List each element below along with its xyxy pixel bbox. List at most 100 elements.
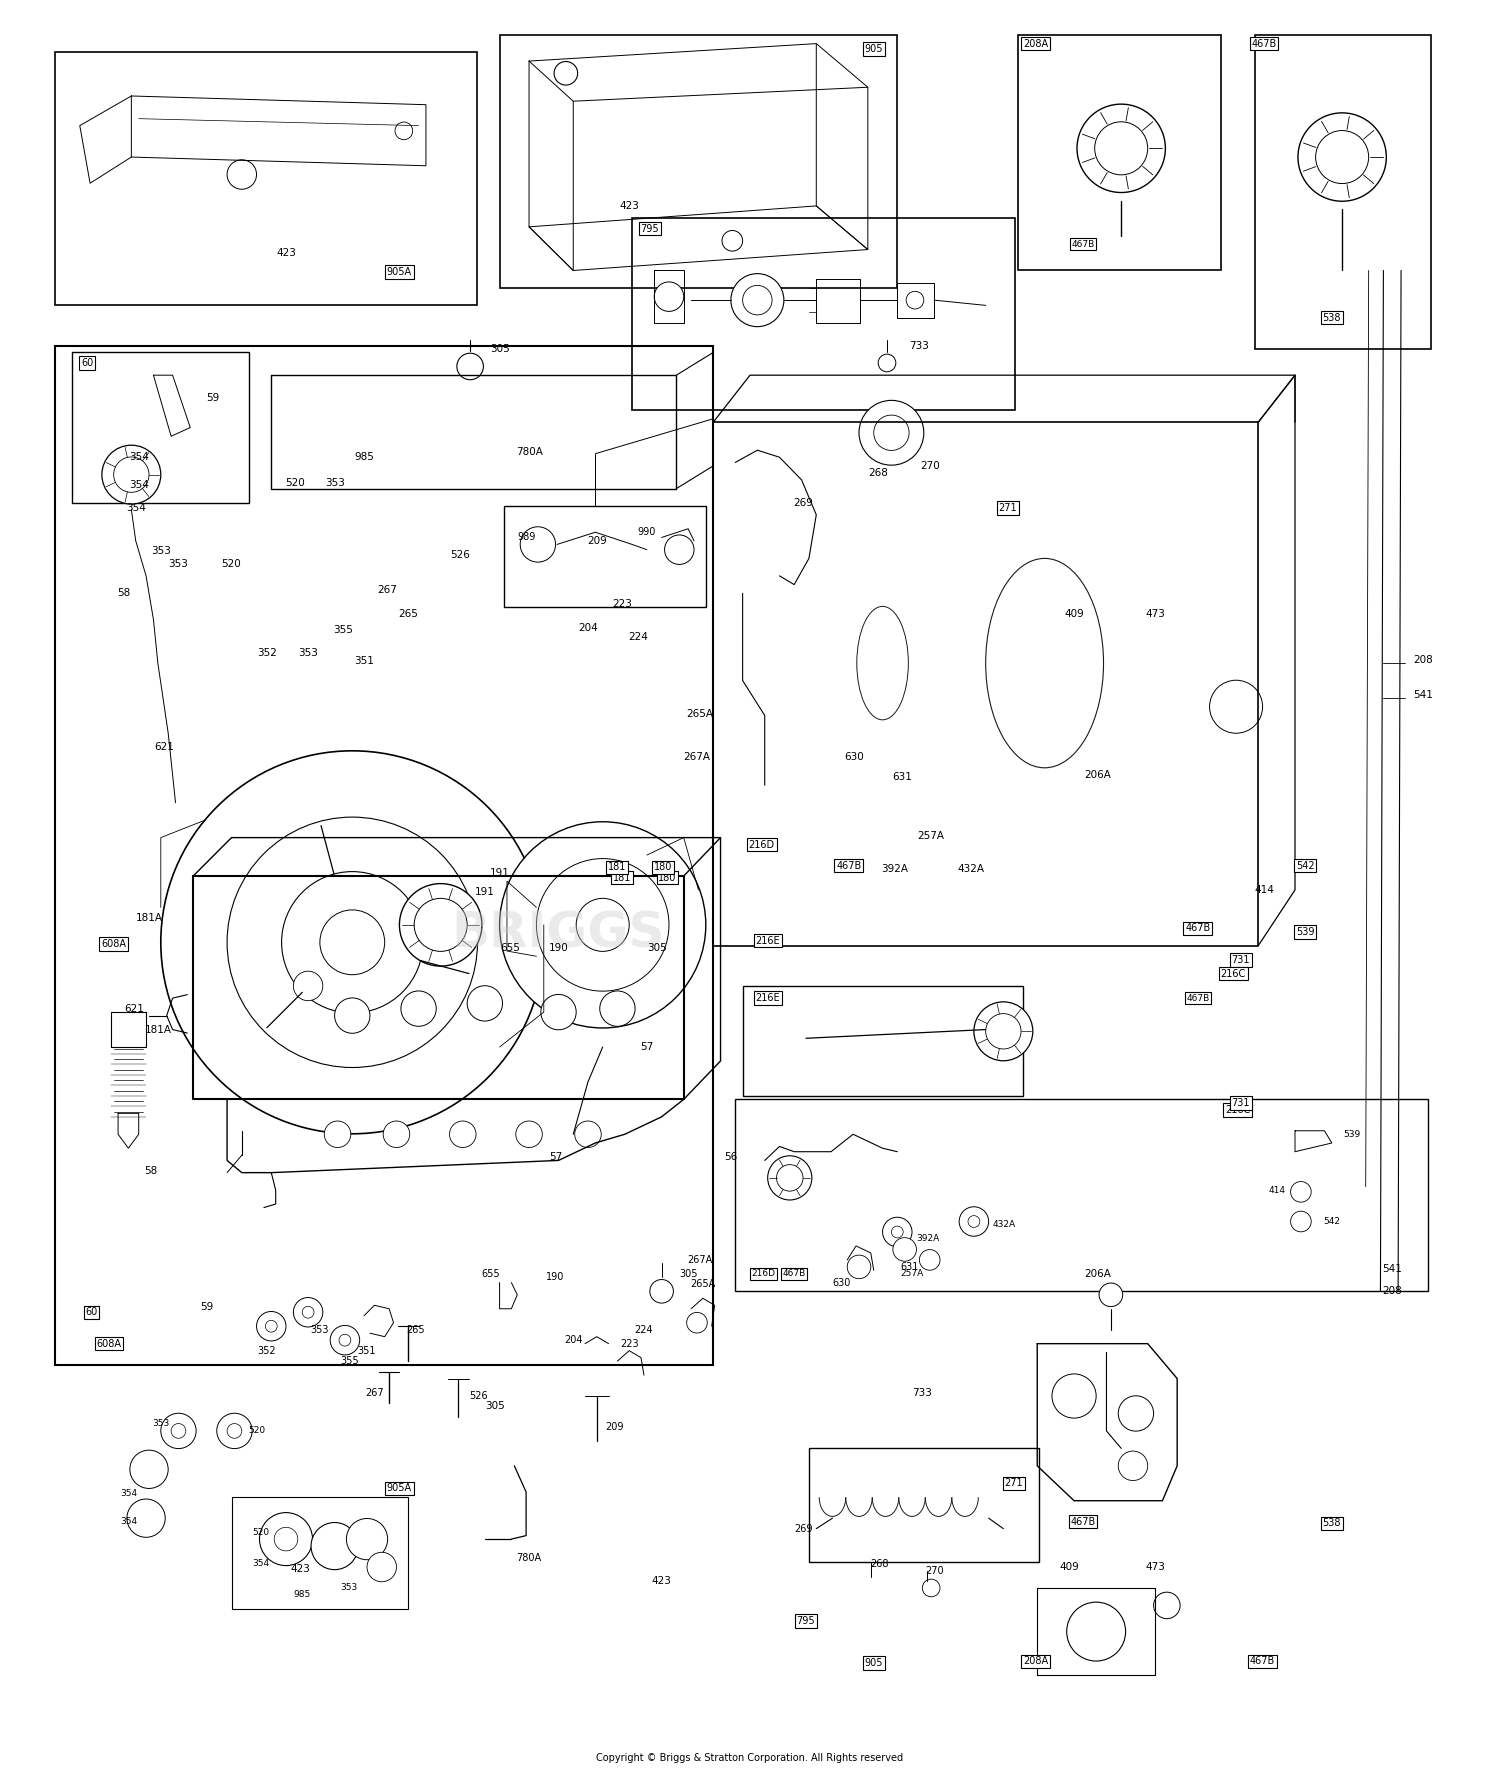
Circle shape xyxy=(986,1013,1022,1048)
Text: 423: 423 xyxy=(276,249,296,258)
Circle shape xyxy=(1154,1592,1180,1619)
Text: 58: 58 xyxy=(144,1166,158,1176)
Circle shape xyxy=(650,1279,674,1303)
Text: 305: 305 xyxy=(486,1402,506,1411)
Circle shape xyxy=(102,446,160,505)
Circle shape xyxy=(520,526,555,562)
Circle shape xyxy=(516,1121,543,1148)
Circle shape xyxy=(576,899,628,951)
Bar xyxy=(72,352,249,503)
Text: 990: 990 xyxy=(638,528,656,537)
Bar xyxy=(1256,36,1431,348)
Text: 354: 354 xyxy=(129,451,149,462)
Bar xyxy=(54,345,712,1365)
Text: 733: 733 xyxy=(909,341,930,350)
Circle shape xyxy=(1077,105,1166,192)
Text: 467B: 467B xyxy=(783,1269,806,1278)
Text: 265A: 265A xyxy=(687,709,714,718)
Circle shape xyxy=(974,1002,1034,1061)
Bar xyxy=(808,1448,1038,1562)
Bar xyxy=(735,1100,1428,1292)
Text: 257A: 257A xyxy=(900,1269,924,1278)
Ellipse shape xyxy=(856,606,909,720)
Circle shape xyxy=(892,1237,916,1262)
Text: 204: 204 xyxy=(564,1335,582,1345)
Text: 795: 795 xyxy=(640,224,658,233)
Text: 353: 353 xyxy=(340,1583,358,1592)
Text: 905: 905 xyxy=(864,44,883,53)
Circle shape xyxy=(922,1580,940,1598)
Circle shape xyxy=(873,416,909,450)
Circle shape xyxy=(777,1164,802,1191)
Circle shape xyxy=(130,1450,168,1489)
Text: 905A: 905A xyxy=(387,267,412,277)
Text: 60: 60 xyxy=(81,357,93,368)
Text: 181A: 181A xyxy=(135,913,162,922)
Text: 354: 354 xyxy=(129,480,149,490)
Text: 985: 985 xyxy=(294,1590,310,1599)
Circle shape xyxy=(226,817,477,1068)
Text: 539: 539 xyxy=(1296,928,1314,936)
Text: 795: 795 xyxy=(796,1615,816,1626)
Ellipse shape xyxy=(986,558,1104,768)
Circle shape xyxy=(339,1335,351,1345)
Text: 209: 209 xyxy=(604,1422,624,1432)
Text: 780A: 780A xyxy=(516,1553,542,1564)
Text: 414: 414 xyxy=(1254,885,1274,896)
Text: 432A: 432A xyxy=(957,864,984,874)
Circle shape xyxy=(294,972,322,1000)
Text: 467B: 467B xyxy=(1071,1516,1095,1526)
Text: 216C: 216C xyxy=(1226,1105,1250,1114)
Text: 223: 223 xyxy=(620,1338,639,1349)
Circle shape xyxy=(266,1320,278,1333)
Text: Copyright © Briggs & Stratton Corporation. All Rights reserved: Copyright © Briggs & Stratton Corporatio… xyxy=(597,1752,903,1763)
Circle shape xyxy=(399,883,482,967)
Circle shape xyxy=(554,62,578,85)
Text: 352: 352 xyxy=(258,1345,276,1356)
Text: 409: 409 xyxy=(1060,1562,1080,1573)
Text: 414: 414 xyxy=(1269,1185,1286,1194)
Circle shape xyxy=(1052,1374,1096,1418)
Circle shape xyxy=(500,821,706,1027)
Text: 56: 56 xyxy=(724,1151,738,1162)
Text: 733: 733 xyxy=(912,1388,933,1397)
Circle shape xyxy=(730,274,784,327)
Circle shape xyxy=(466,986,502,1022)
Circle shape xyxy=(330,1326,360,1354)
Text: 208: 208 xyxy=(1383,1287,1402,1295)
Bar xyxy=(1019,36,1221,270)
Circle shape xyxy=(1118,1452,1148,1480)
Circle shape xyxy=(256,1311,286,1342)
Text: 467B: 467B xyxy=(1186,993,1209,1002)
Text: 473: 473 xyxy=(1144,1562,1166,1573)
Text: 208: 208 xyxy=(1413,654,1432,665)
Circle shape xyxy=(882,1217,912,1247)
Text: 392A: 392A xyxy=(916,1235,939,1244)
Text: 204: 204 xyxy=(578,624,598,633)
Text: 216E: 216E xyxy=(756,935,780,945)
Circle shape xyxy=(320,910,384,976)
Text: 354: 354 xyxy=(120,1518,136,1526)
Text: 181A: 181A xyxy=(144,1025,171,1034)
Text: 191: 191 xyxy=(476,887,495,897)
Text: 353: 353 xyxy=(168,558,189,569)
Circle shape xyxy=(282,871,423,1013)
Circle shape xyxy=(847,1255,871,1279)
Bar xyxy=(742,986,1023,1096)
Text: 224: 224 xyxy=(628,633,648,641)
Circle shape xyxy=(1100,1283,1122,1306)
Text: 780A: 780A xyxy=(516,448,543,457)
Text: 267A: 267A xyxy=(687,1255,712,1265)
Circle shape xyxy=(310,1523,358,1569)
Text: 270: 270 xyxy=(926,1566,944,1576)
Text: 191: 191 xyxy=(489,867,510,878)
Text: 181: 181 xyxy=(612,873,632,883)
Circle shape xyxy=(160,752,544,1134)
Text: 270: 270 xyxy=(920,460,939,471)
Circle shape xyxy=(1209,681,1263,734)
Bar xyxy=(500,36,897,288)
Text: 467B: 467B xyxy=(1071,240,1095,249)
Circle shape xyxy=(400,992,436,1027)
Text: 216C: 216C xyxy=(1221,968,1246,979)
Circle shape xyxy=(859,400,924,466)
